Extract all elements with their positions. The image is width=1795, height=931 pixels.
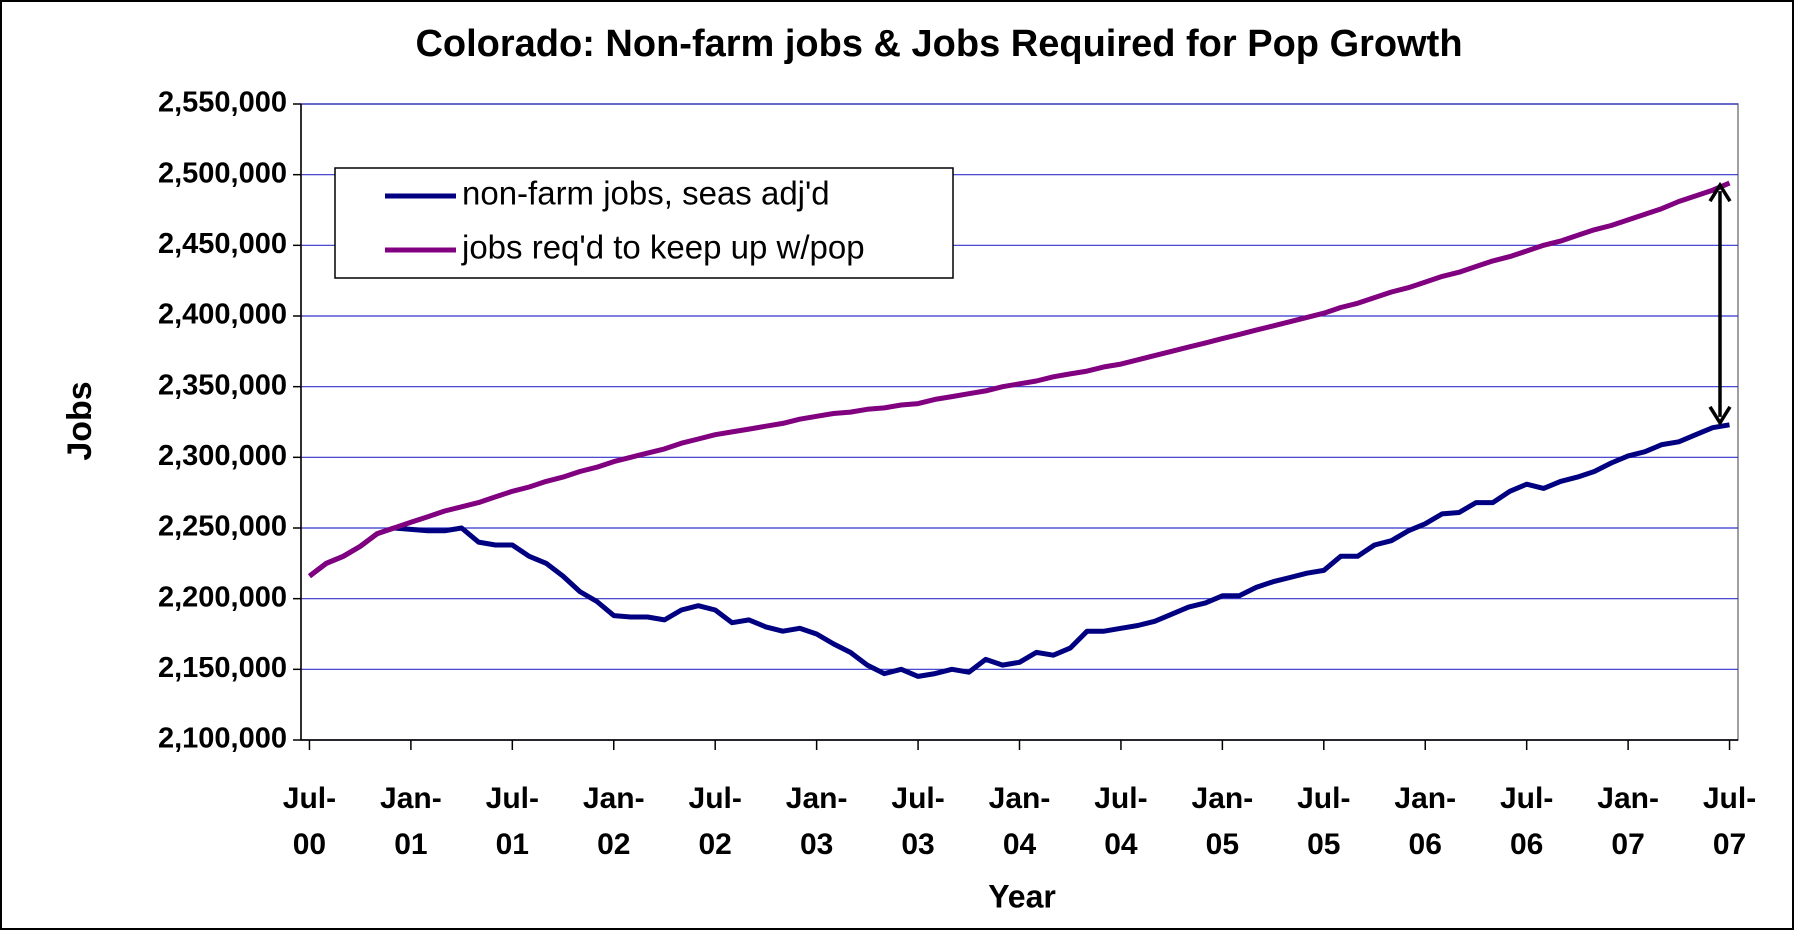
- x-tick-label: Jan-06: [1394, 782, 1457, 861]
- chart-title: Colorado: Non-farm jobs & Jobs Required …: [415, 23, 1462, 65]
- arrow-head: [1708, 405, 1732, 427]
- series-line: [307, 422, 1730, 679]
- y-tick-label: 2,250,000: [158, 511, 287, 543]
- x-tick-label: Jul-00: [282, 782, 337, 861]
- x-tick-label: Jan-02: [582, 782, 645, 861]
- series-line: [307, 180, 1731, 579]
- x-tick-label: Jul-03: [891, 782, 945, 861]
- arrow-head: [1708, 181, 1732, 203]
- y-tick-label: 2,400,000: [158, 299, 287, 331]
- x-tick-label: Jul-01: [485, 782, 539, 861]
- x-tick-label: Jul-02: [688, 782, 742, 861]
- y-tick-label: 2,150,000: [158, 652, 287, 684]
- y-tick-label: 2,350,000: [158, 369, 287, 401]
- legend-box: [334, 167, 954, 279]
- x-tick-label: Jul-04: [1094, 782, 1148, 861]
- legend: non-farm jobs, seas adj'd jobs req'd to k…: [334, 167, 954, 279]
- y-tick-label: 2,450,000: [158, 228, 287, 260]
- x-tick-label: Jan-07: [1597, 782, 1659, 861]
- y-tick-label: 2,550,000: [158, 87, 287, 119]
- x-tick-label: Jul-06: [1500, 782, 1554, 861]
- x-tick-label: Jul-07: [1702, 782, 1757, 861]
- x-tick-label: Jan-05: [1191, 782, 1254, 861]
- x-tick-label: Jan-04: [988, 782, 1051, 861]
- y-tick-label: 2,300,000: [158, 440, 287, 472]
- y-tick-label: 2,500,000: [158, 157, 287, 189]
- legend-label: non-farm jobs, seas adj'd: [462, 175, 830, 212]
- x-tick-label: Jan-03: [785, 782, 848, 861]
- y-axis-label: Jobs: [61, 381, 99, 460]
- x-axis-label: Year: [988, 878, 1056, 914]
- y-tick-label: 2,200,000: [158, 581, 287, 613]
- x-tick-label: Jul-05: [1297, 782, 1351, 861]
- x-tick-label: Jan-01: [380, 782, 442, 861]
- legend-label: jobs req'd to keep up w/pop: [461, 229, 865, 266]
- y-tick-label: 2,100,000: [158, 723, 287, 755]
